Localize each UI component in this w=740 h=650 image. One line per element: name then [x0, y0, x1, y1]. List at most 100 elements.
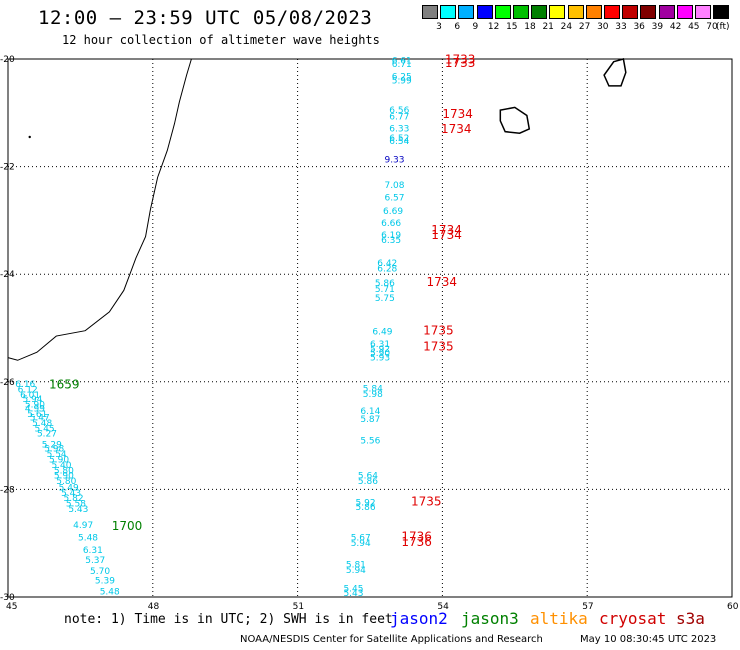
swh-value: 5.29	[42, 440, 62, 450]
swh-value: 5.37	[85, 556, 105, 566]
mission-s3a: s3a	[676, 609, 705, 628]
swh-value: 5.43	[61, 489, 81, 499]
swh-value: 4.99	[25, 404, 45, 414]
legend-swatch	[695, 5, 711, 19]
swh-value: 5.39	[95, 577, 115, 587]
swh-value: 5.86	[356, 503, 376, 513]
swh-value: 5.64	[358, 472, 378, 482]
swh-value: 5.61	[27, 410, 47, 420]
track-time-label: 1734	[442, 107, 473, 121]
legend-swatch	[713, 5, 730, 19]
legend-label: 70	[706, 22, 718, 32]
swh-value: 6.66	[381, 219, 401, 229]
swh-value: 5.49	[59, 483, 79, 493]
track-time-label: 1659	[49, 377, 80, 391]
swh-value: 5.86	[375, 279, 395, 289]
legend-label: 36	[633, 22, 645, 32]
swh-value: 5.48	[100, 587, 120, 597]
track-time-label: 1735	[423, 340, 454, 354]
swh-value: 6.25	[392, 72, 412, 82]
swh-value: 6.42	[377, 259, 397, 269]
swh-value: 6.01	[20, 391, 40, 401]
lat-tick-label: -30	[0, 593, 15, 603]
lon-tick-label: 48	[148, 602, 160, 612]
swh-value: 5.43	[68, 505, 88, 515]
lat-tick-label: -20	[0, 55, 15, 65]
swh-value: 5.98	[363, 390, 383, 400]
legend-swatch	[513, 5, 529, 19]
legend-swatch	[440, 5, 457, 19]
swh-value: 4.97	[73, 521, 93, 531]
track-time-label: 1733	[445, 56, 476, 70]
legend-label: 21	[542, 22, 554, 32]
footer-timestamp: May 10 08:30:45 UTC 2023	[580, 634, 717, 645]
swh-value: 6.33	[389, 125, 409, 135]
legend-label: 45	[688, 22, 700, 32]
swh-value: 5.84	[363, 384, 383, 394]
swh-value: 6.31	[370, 340, 390, 350]
legend-swatch	[622, 5, 639, 19]
swh-value: 6.71	[392, 60, 412, 70]
swh-value: 6.49	[372, 327, 392, 337]
swh-value: 6.52	[389, 134, 409, 144]
track-time-label: 1736	[401, 530, 432, 544]
lon-tick-label: 54	[437, 602, 449, 612]
swh-value: 5.99	[392, 77, 412, 87]
track-time-label: 1735	[423, 323, 454, 337]
swh-value: 6.28	[377, 265, 397, 275]
swh-value: 6.54	[389, 137, 409, 147]
swh-value: 7.08	[384, 181, 404, 191]
swh-value: 5.98	[44, 445, 64, 455]
mission-cryosat: cryosat	[599, 609, 667, 628]
track-time-label: 1734	[431, 228, 462, 242]
swh-value: 5.90	[370, 349, 390, 359]
legend-swatch	[531, 5, 548, 19]
legend-swatch	[458, 5, 475, 19]
swh-value: 5.82	[64, 494, 84, 504]
swh-value: 5.80	[54, 466, 74, 476]
swh-value: 5.40	[51, 461, 71, 471]
legend-label: 15	[506, 22, 518, 32]
swh-value: 5.47	[30, 414, 50, 424]
lat-tick-label: -22	[0, 163, 15, 173]
islet	[28, 135, 31, 139]
lon-tick-label: 57	[582, 602, 593, 612]
swh-value: 5.71	[375, 285, 395, 295]
lon-tick-label: 60	[727, 602, 739, 612]
swh-value: 5.43	[343, 589, 363, 599]
legend-label: 3	[436, 22, 442, 32]
swh-value: 5.27	[37, 430, 57, 440]
lat-tick-label: -26	[0, 378, 15, 388]
legend-label: 12	[487, 22, 500, 32]
legend-label: 18	[524, 22, 536, 32]
track-time-label: 1736	[401, 535, 432, 549]
lon-tick-label: 45	[6, 602, 17, 612]
legend-swatch	[422, 5, 438, 19]
legend-swatch	[549, 5, 566, 19]
swh-value: 5.75	[375, 294, 395, 304]
swh-value: 5.87	[360, 415, 380, 425]
legend-swatch	[567, 5, 584, 19]
swh-value: 5.81	[346, 560, 366, 570]
track-time-label: 1734	[426, 275, 457, 289]
legend-swatch	[476, 5, 493, 19]
legend-label: 42	[669, 22, 682, 32]
chart-subtitle: 12 hour collection of altimeter wave hei…	[62, 33, 380, 47]
swh-value: 6.12	[18, 386, 38, 396]
legend-label: 6	[454, 22, 461, 32]
legend-swatch	[640, 5, 657, 19]
track-time-label: 1734	[441, 122, 472, 136]
legend-unit: (ft)	[716, 22, 730, 32]
swh-value: 6.14	[360, 407, 380, 417]
swh-value: 5.93	[370, 353, 390, 363]
swh-value: 5.70	[90, 567, 110, 577]
track-time-label: 1733	[445, 52, 476, 66]
footer-source: NOAA/NESDIS Center for Satellite Applica…	[240, 634, 543, 645]
legend-label: 39	[651, 22, 664, 32]
swh-value: 5.90	[49, 456, 69, 466]
legend-label: 30	[597, 22, 609, 32]
legend-label: 9	[472, 22, 479, 32]
swh-value: 6.56	[389, 106, 409, 116]
swh-value: 5.90	[25, 401, 45, 411]
mission-jason2: jason2	[390, 609, 448, 628]
